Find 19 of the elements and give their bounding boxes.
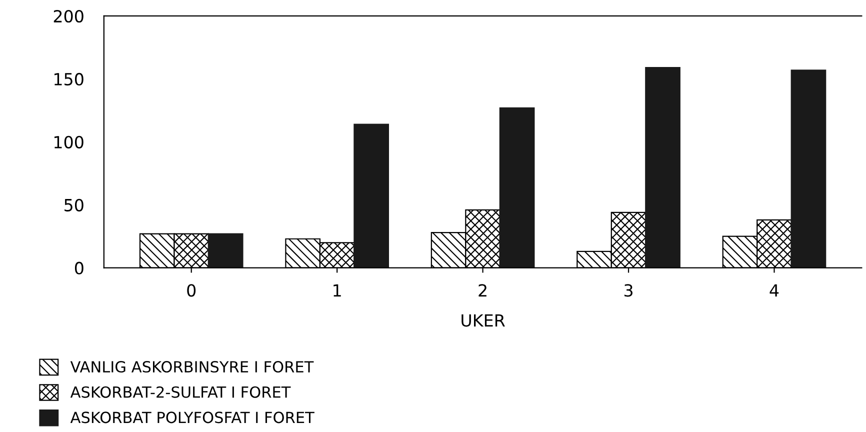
bar	[499, 107, 535, 268]
y-tick-label: 50	[64, 198, 84, 212]
x-axis-title: UKER	[462, 314, 505, 327]
x-tick-label: 1	[334, 284, 341, 296]
bar	[790, 70, 826, 268]
x-tick-label: 2	[478, 284, 486, 296]
legend-label: VANLIG ASKORBINSYRE I FORET	[70, 360, 314, 373]
y-tick-label: 100	[54, 136, 84, 148]
legend-label: ASKORBAT POLYFOSFAT I FORET	[70, 412, 314, 424]
x-tick-label: 3	[624, 284, 632, 297]
y-tick-label: 150	[54, 72, 84, 86]
bar	[354, 124, 389, 268]
bar	[645, 67, 680, 268]
x-tick-label: 0	[187, 284, 196, 297]
x-tick-label: 4	[770, 284, 779, 296]
y-tick-label: 200	[54, 10, 84, 23]
y-tick-label: 0	[74, 262, 84, 274]
bar	[208, 233, 244, 268]
legend-label: ASKORBAT-2-SULFAT I FORET	[70, 386, 291, 398]
